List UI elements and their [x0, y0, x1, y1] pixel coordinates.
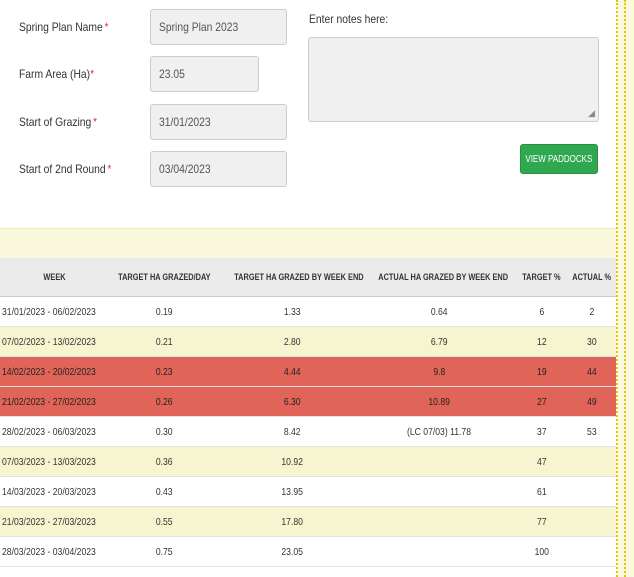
- table-row: 07/03/2023 - 13/03/2023 0.36 10.92 47: [0, 446, 616, 477]
- table-cell: [568, 476, 616, 507]
- table-cell: [364, 506, 515, 537]
- column-header-week: WEEK: [0, 258, 108, 297]
- table-cell: 0.75: [108, 536, 220, 567]
- table-cell: 4.44: [220, 356, 364, 387]
- spring-plan-name-input[interactable]: Spring Plan 2023: [150, 9, 287, 45]
- table-header-row: WEEK TARGET HA GRAZED/DAY TARGET HA GRAZ…: [0, 258, 616, 297]
- table-row: 14/03/2023 - 20/03/2023 0.43 13.95 61: [0, 476, 616, 507]
- table-row: 21/03/2023 - 27/03/2023 0.55 17.80 77: [0, 506, 616, 537]
- notes-textarea[interactable]: ◢: [308, 37, 599, 122]
- table-cell: 44: [568, 356, 616, 387]
- table-cell: 49: [568, 386, 616, 417]
- right-border: [616, 0, 618, 577]
- table-row: 14/02/2023 - 20/02/2023 0.23 4.44 9.8 19 44: [0, 356, 616, 387]
- table-cell: 27: [515, 386, 568, 417]
- table-cell: 0.21: [108, 326, 220, 357]
- section-divider: [0, 228, 616, 259]
- table-cell: 2.80: [220, 326, 364, 357]
- table-cell: 37: [515, 416, 568, 447]
- table-cell: 61: [515, 476, 568, 507]
- table-cell: 0.26: [108, 386, 220, 417]
- table-cell: 0.19: [108, 296, 220, 327]
- table-row: 28/02/2023 - 06/03/2023 0.30 8.42 (LC 07/03…: [0, 416, 616, 447]
- column-header-target-percent: TARGET %: [515, 258, 568, 297]
- view-paddocks-button[interactable]: VIEW PADDOCKS: [520, 144, 598, 174]
- spring-plan-form: Spring Plan Name * Spring Plan 2023 Farm …: [0, 0, 616, 228]
- table-cell: 6.30: [220, 386, 364, 417]
- spring-plan-name-label: Spring Plan Name *: [19, 20, 109, 34]
- table-cell: [568, 536, 616, 567]
- right-strip: [618, 0, 634, 577]
- table-cell: 19: [515, 356, 568, 387]
- table-row: 21/02/2023 - 27/02/2023 0.26 6.30 10.89 27 49: [0, 386, 616, 417]
- table-cell: 10.92: [220, 446, 364, 477]
- table-cell: 0.30: [108, 416, 220, 447]
- table-cell: 9.8: [364, 356, 515, 387]
- table-cell: [364, 536, 515, 567]
- start-of-2nd-round-input[interactable]: 03/04/2023: [150, 151, 287, 187]
- table-cell: 10.89: [364, 386, 515, 417]
- farm-area-input[interactable]: 23.05: [150, 56, 259, 92]
- table-cell: 100: [515, 536, 568, 567]
- table-row: 07/02/2023 - 13/02/2023 0.21 2.80 6.79 12 30: [0, 326, 616, 357]
- table-cell: 1.33: [220, 296, 364, 327]
- table-cell: 0.43: [108, 476, 220, 507]
- table-cell: 31/01/2023 - 06/02/2023: [0, 296, 108, 327]
- table-cell: 0.64: [364, 296, 515, 327]
- table-cell: 13.95: [220, 476, 364, 507]
- column-header-actual-percent: ACTUAL %: [568, 258, 616, 297]
- resize-grip-icon[interactable]: ◢: [588, 108, 595, 118]
- table-cell: 23.05: [220, 536, 364, 567]
- table-cell: 0.23: [108, 356, 220, 387]
- table-cell: 21/03/2023 - 27/03/2023: [0, 506, 108, 537]
- table-cell: 8.42: [220, 416, 364, 447]
- table-cell: 77: [515, 506, 568, 537]
- table-cell: 28/02/2023 - 06/03/2023: [0, 416, 108, 447]
- start-of-grazing-input[interactable]: 31/01/2023: [150, 104, 287, 140]
- table-cell: 21/02/2023 - 27/02/2023: [0, 386, 108, 417]
- table-cell: 53: [568, 416, 616, 447]
- table-cell: 17.80: [220, 506, 364, 537]
- table-cell: (LC 07/03) 11.78: [364, 416, 515, 447]
- right-border-inner: [624, 0, 626, 577]
- column-header-target-by-week-end: TARGET HA GRAZED BY WEEK END: [220, 258, 364, 297]
- start-of-2nd-round-label: Start of 2nd Round *: [19, 162, 112, 176]
- table-cell: [568, 506, 616, 537]
- table-row: 31/01/2023 - 06/02/2023 0.19 1.33 0.64 6 2: [0, 296, 616, 327]
- table-cell: 6.79: [364, 326, 515, 357]
- notes-label: Enter notes here:: [309, 12, 389, 26]
- table-cell: [364, 476, 515, 507]
- table-cell: 47: [515, 446, 568, 477]
- table-row: 28/03/2023 - 03/04/2023 0.75 23.05 100: [0, 536, 616, 567]
- grazing-plan-table: WEEK TARGET HA GRAZED/DAY TARGET HA GRAZ…: [0, 258, 616, 567]
- table-cell: 6: [515, 296, 568, 327]
- farm-area-label: Farm Area (Ha)*: [19, 67, 95, 81]
- table-cell: 28/03/2023 - 03/04/2023: [0, 536, 108, 567]
- table-cell: 30: [568, 326, 616, 357]
- table-cell: 07/02/2023 - 13/02/2023: [0, 326, 108, 357]
- table-cell: 2: [568, 296, 616, 327]
- table-cell: [364, 446, 515, 477]
- table-cell: 0.36: [108, 446, 220, 477]
- table-cell: 12: [515, 326, 568, 357]
- column-header-actual-by-week-end: ACTUAL HA GRAZED BY WEEK END: [364, 258, 515, 297]
- table-cell: [568, 446, 616, 477]
- table-cell: 14/03/2023 - 20/03/2023: [0, 476, 108, 507]
- column-header-target-per-day: TARGET HA GRAZED/DAY: [108, 258, 220, 297]
- table-cell: 14/02/2023 - 20/02/2023: [0, 356, 108, 387]
- start-of-grazing-label: Start of Grazing *: [19, 115, 98, 129]
- table-cell: 0.55: [108, 506, 220, 537]
- table-cell: 07/03/2023 - 13/03/2023: [0, 446, 108, 477]
